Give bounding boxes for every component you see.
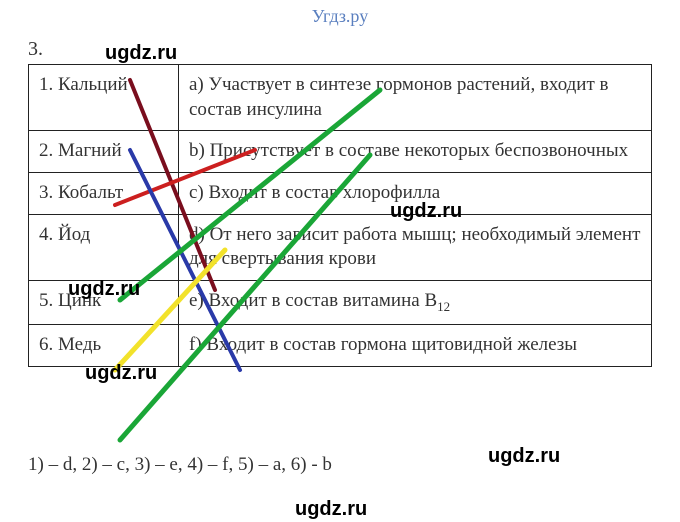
element-cell: 3. Кобальт [29, 173, 179, 215]
watermark-text: ugdz.ru [105, 42, 177, 65]
watermark-text: ugdz.ru [295, 498, 367, 521]
table-row: 1. Кальций a) Участвует в синтезе гормон… [29, 65, 652, 131]
table-row: 3. Кобальт c) Входит в состав хлорофилла [29, 173, 652, 215]
table-row: 5. Цинк e) Входит в состав витамина B12 [29, 281, 652, 325]
watermark-text: ugdz.ru [488, 445, 560, 468]
element-cell: 4. Йод [29, 214, 179, 280]
description-cell: b) Присутствует в составе некоторых бесп… [179, 131, 652, 173]
element-cell: 6. Медь [29, 324, 179, 366]
table-row: 4. Йод d) От него зависит работа мышц; н… [29, 214, 652, 280]
table-row: 2. Магний b) Присутствует в составе неко… [29, 131, 652, 173]
description-cell: c) Входит в состав хлорофилла [179, 173, 652, 215]
element-cell: 5. Цинк [29, 281, 179, 325]
table-row: 6. Медь f) Входит в состав гормона щитов… [29, 324, 652, 366]
element-cell: 2. Магний [29, 131, 179, 173]
site-header-link: Угдз.ру [0, 6, 680, 27]
description-cell: f) Входит в состав гормона щитовидной же… [179, 324, 652, 366]
element-cell: 1. Кальций [29, 65, 179, 131]
description-cell: d) От него зависит работа мышц; необходи… [179, 214, 652, 280]
description-cell: a) Участвует в синтезе гормонов растений… [179, 65, 652, 131]
description-cell: e) Входит в состав витамина B12 [179, 281, 652, 325]
question-number: 3. [28, 38, 43, 61]
matching-table: 1. Кальций a) Участвует в синтезе гормон… [28, 64, 652, 367]
answer-key: 1) – d, 2) – c, 3) – e, 4) – f, 5) – a, … [28, 454, 332, 476]
